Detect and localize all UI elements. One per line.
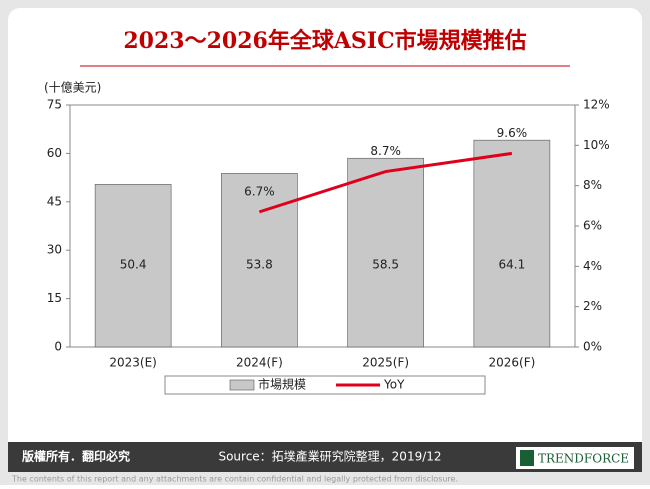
y-tick-label: 45 <box>47 194 62 208</box>
x-tick-label: 2023(E) <box>109 356 156 370</box>
footer-rights: 版權所有．翻印必究 <box>22 449 130 464</box>
x-tick-label: 2025(F) <box>362 356 409 370</box>
y2-tick-label: 2% <box>583 299 602 313</box>
y-tick-label: 0 <box>54 340 62 354</box>
y-tick-label: 30 <box>47 243 62 257</box>
bar <box>473 139 551 348</box>
logo-bg <box>516 447 634 469</box>
bar-value-label: 50.4 <box>120 258 147 272</box>
bar-value-label: 53.8 <box>246 258 273 272</box>
bar-value-label: 58.5 <box>372 258 399 272</box>
legend-swatch <box>229 379 255 391</box>
yoy-line <box>258 151 513 214</box>
y2-tick-label: 0% <box>583 340 602 354</box>
y-tick-label: 15 <box>47 291 62 305</box>
x-tick-label: 2026(F) <box>488 356 535 370</box>
y2-tick-label: 4% <box>583 259 602 273</box>
y2-tick-label: 10% <box>583 138 610 152</box>
legend-label: YoY <box>383 378 405 392</box>
x-tick-label: 2024(F) <box>236 356 283 370</box>
line-value-label: 9.6% <box>497 126 528 140</box>
line-value-label: 8.7% <box>370 144 401 158</box>
y-tick-label: 75 <box>47 98 62 112</box>
logo-text: TRENDFORCE <box>538 452 629 466</box>
legend-box <box>164 375 486 395</box>
logo-icon <box>520 450 534 466</box>
bar <box>94 184 172 348</box>
y-tick-label: 60 <box>47 146 62 160</box>
legend-label: 市場規模 <box>258 377 306 392</box>
y-axis-label: (十億美元) <box>44 81 101 95</box>
disclaimer: The contents of this report and any atta… <box>11 475 458 484</box>
footer-source: Source：拓墣產業研究院整理，2019/12 <box>218 449 441 464</box>
y2-tick-label: 6% <box>583 219 602 233</box>
card <box>8 8 642 472</box>
y2-tick-label: 12% <box>583 98 610 112</box>
bar <box>347 157 424 348</box>
y2-tick-label: 8% <box>583 178 602 192</box>
chart-title: 2023～2026年全球ASIC市場規模推估 <box>123 28 526 54</box>
bar-value-label: 64.1 <box>499 258 526 272</box>
line-value-label: 6.7% <box>244 184 275 198</box>
